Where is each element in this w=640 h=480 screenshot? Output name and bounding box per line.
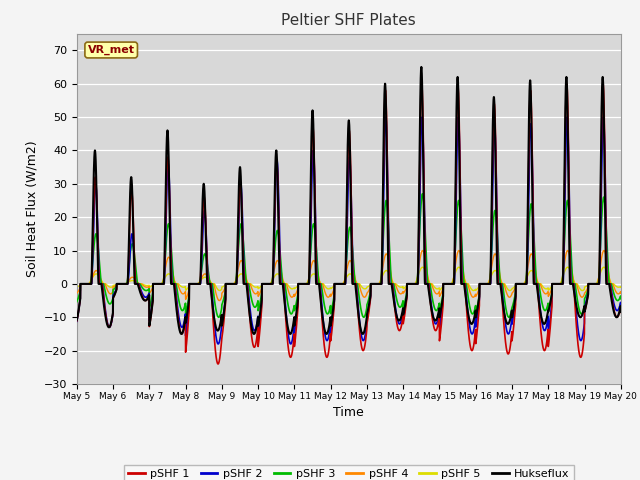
pSHF 5 [242,276,250,282]
pSHF 1 [108,321,115,326]
pSHF 3 [73,299,81,305]
pSHF 2 [449,281,457,287]
pSHF 4 [493,256,501,262]
pSHF 5 [419,264,426,270]
Title: Peltier SHF Plates: Peltier SHF Plates [282,13,416,28]
Line: pSHF 4: pSHF 4 [77,251,621,300]
pSHF 3 [493,228,501,234]
Hukseflux [178,331,186,337]
pSHF 5 [138,281,145,287]
Hukseflux [242,281,250,287]
Hukseflux [138,293,145,299]
pSHF 5 [108,284,115,290]
pSHF 2 [138,290,146,296]
pSHF 1 [242,281,250,287]
pSHF 4 [216,298,223,303]
Text: VR_met: VR_met [88,45,134,55]
pSHF 2 [73,318,81,324]
pSHF 1 [418,81,426,86]
pSHF 5 [617,284,625,290]
Hukseflux [449,281,457,287]
Line: pSHF 3: pSHF 3 [77,194,621,317]
pSHF 3 [419,191,426,197]
pSHF 1 [617,310,625,315]
pSHF 1 [73,318,81,324]
pSHF 3 [215,314,223,320]
pSHF 1 [493,237,501,242]
pSHF 3 [138,285,146,290]
pSHF 5 [493,269,501,275]
pSHF 2 [617,304,625,310]
pSHF 5 [73,284,81,290]
pSHF 1 [449,281,457,287]
Hukseflux [417,64,425,70]
Line: pSHF 1: pSHF 1 [77,84,621,364]
pSHF 5 [449,277,457,283]
Hukseflux [73,317,81,323]
pSHF 4 [73,290,81,296]
Line: pSHF 5: pSHF 5 [77,267,621,290]
Legend: pSHF 1, pSHF 2, pSHF 3, pSHF 4, pSHF 5, Hukseflux: pSHF 1, pSHF 2, pSHF 3, pSHF 4, pSHF 5, … [124,465,574,480]
pSHF 4 [138,281,145,287]
pSHF 3 [242,278,250,284]
pSHF 3 [138,284,145,289]
pSHF 3 [449,281,457,287]
pSHF 3 [108,300,115,306]
Line: pSHF 2: pSHF 2 [77,117,621,344]
pSHF 2 [108,321,115,327]
pSHF 4 [617,290,625,296]
Hukseflux [493,272,501,278]
pSHF 1 [138,293,146,299]
Line: Hukseflux: Hukseflux [77,67,621,334]
pSHF 4 [419,248,426,253]
Y-axis label: Soil Heat Flux (W/m2): Soil Heat Flux (W/m2) [25,141,38,277]
pSHF 5 [216,288,223,293]
pSHF 1 [138,291,145,297]
pSHF 4 [449,278,457,284]
pSHF 4 [242,274,250,280]
pSHF 4 [138,282,146,288]
pSHF 2 [242,281,250,287]
pSHF 2 [214,341,222,347]
pSHF 2 [382,114,390,120]
pSHF 2 [493,222,501,228]
pSHF 4 [108,291,115,297]
Hukseflux [138,295,146,300]
pSHF 5 [138,281,146,287]
pSHF 3 [617,296,625,301]
Hukseflux [617,309,625,314]
Hukseflux [108,320,115,325]
pSHF 1 [214,361,222,367]
pSHF 2 [138,288,145,294]
X-axis label: Time: Time [333,406,364,419]
